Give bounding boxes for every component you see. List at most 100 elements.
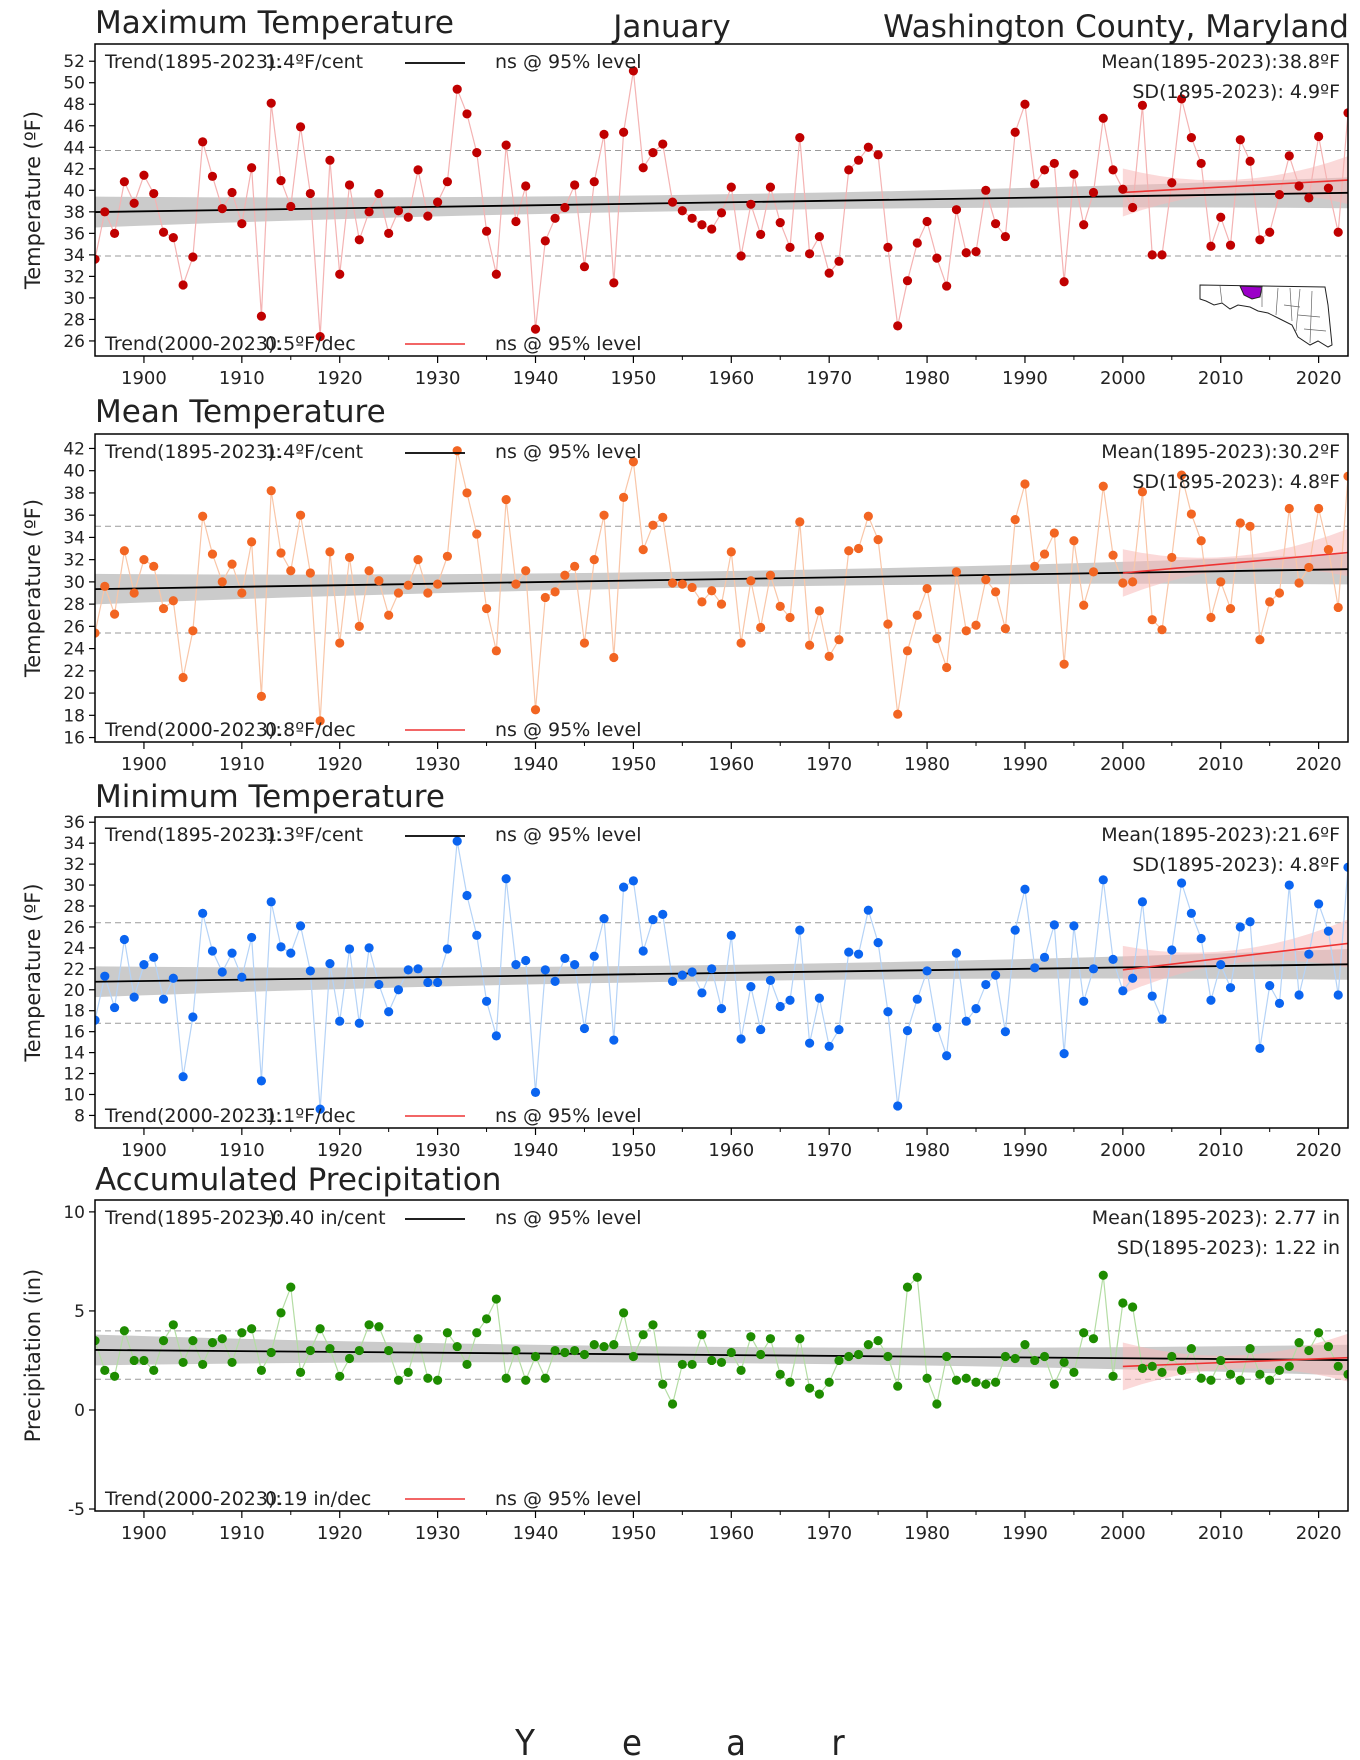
trend-recent-value: 0.19 in/dec xyxy=(265,1488,371,1510)
data-point xyxy=(932,633,942,644)
x-tick-label: 1950 xyxy=(610,368,656,389)
data-point xyxy=(1020,1340,1030,1350)
data-point xyxy=(168,596,178,606)
data-point xyxy=(824,268,834,278)
data-point xyxy=(295,921,306,931)
data-point xyxy=(932,1022,942,1033)
data-point xyxy=(1030,561,1040,571)
data-point xyxy=(932,253,942,263)
data-point xyxy=(844,1351,854,1362)
data-point xyxy=(863,142,873,152)
data-point xyxy=(1108,165,1118,175)
data-point xyxy=(824,1041,834,1051)
data-point xyxy=(609,1340,619,1350)
data-point xyxy=(579,1023,590,1034)
data-point xyxy=(765,182,776,192)
y-tick-label: 26 xyxy=(63,332,85,352)
data-point xyxy=(756,1349,766,1360)
trend-recent-line xyxy=(1122,551,1348,574)
trend-recent-label: Trend(2000-2023): xyxy=(104,719,282,741)
data-point xyxy=(1216,1355,1226,1366)
x-tick-label: 1930 xyxy=(415,1140,461,1161)
x-tick-label: 1900 xyxy=(121,368,167,389)
data-point xyxy=(1147,1361,1157,1371)
data-point xyxy=(413,964,423,974)
data-point xyxy=(1245,156,1255,166)
data-point xyxy=(95,254,100,264)
y-tick-label: 20 xyxy=(63,684,85,704)
data-point xyxy=(521,1375,531,1385)
data-point xyxy=(481,996,492,1006)
x-tick-label: 1930 xyxy=(415,754,461,775)
data-point xyxy=(1010,127,1020,137)
data-point xyxy=(579,638,590,648)
trend-recent-value: 1.1ºF/dec xyxy=(265,1105,356,1127)
data-point xyxy=(1255,1043,1265,1054)
data-point xyxy=(1059,277,1069,287)
data-point xyxy=(1137,897,1148,907)
sd-label: SD(1895-2023): 4.8ºF xyxy=(1132,471,1340,493)
mean-label: Mean(1895-2023):21.6ºF xyxy=(1101,824,1340,846)
data-point xyxy=(1128,973,1138,983)
data-point xyxy=(95,628,100,638)
x-tick-label: 1970 xyxy=(806,1523,852,1544)
data-point xyxy=(462,109,472,119)
data-point xyxy=(491,269,501,279)
x-tick-label: 1970 xyxy=(806,368,852,389)
y-tick-label: 24 xyxy=(63,640,85,660)
data-point xyxy=(129,992,139,1002)
data-point xyxy=(95,1015,100,1025)
data-point xyxy=(1010,925,1020,935)
data-point xyxy=(315,332,325,342)
data-point xyxy=(374,1322,384,1332)
x-axis-letter-1: e xyxy=(622,1723,642,1760)
data-point xyxy=(1314,899,1324,909)
data-point xyxy=(158,994,169,1004)
data-point xyxy=(1196,158,1206,169)
data-point xyxy=(119,546,129,556)
data-point xyxy=(1020,884,1030,894)
data-point xyxy=(628,876,638,886)
data-point xyxy=(658,139,668,149)
data-point xyxy=(1284,151,1294,161)
x-axis-letter-0: Y xyxy=(514,1723,535,1760)
data-point xyxy=(775,217,785,228)
data-point xyxy=(951,205,962,215)
trend-recent-line xyxy=(1122,1356,1348,1368)
y-tick-label: -5 xyxy=(68,1500,85,1520)
data-point xyxy=(256,1365,267,1375)
y-axis-label: Temperature (ºF) xyxy=(21,883,45,1062)
data-point xyxy=(1118,578,1128,588)
data-point xyxy=(1049,1379,1059,1389)
data-point xyxy=(667,976,678,987)
data-point xyxy=(853,543,864,554)
x-tick-label: 1900 xyxy=(121,1523,167,1544)
data-point xyxy=(1235,135,1245,145)
trend-recent-value: 0.8ºF/dec xyxy=(265,719,356,741)
data-point xyxy=(1167,1351,1177,1362)
data-point xyxy=(883,242,893,252)
data-point xyxy=(746,982,756,992)
data-point xyxy=(325,958,335,969)
data-point xyxy=(697,220,707,230)
data-point xyxy=(609,278,619,288)
data-point xyxy=(902,646,913,656)
y-tick-label: 52 xyxy=(63,52,85,72)
data-point xyxy=(1059,659,1069,669)
y-tick-label: 0 xyxy=(74,1401,85,1421)
data-point xyxy=(1059,1049,1069,1059)
data-point xyxy=(540,592,550,603)
data-point xyxy=(1235,518,1245,528)
data-point xyxy=(335,1016,345,1026)
data-point xyxy=(100,971,110,981)
data-point xyxy=(354,1018,364,1028)
data-point xyxy=(364,943,374,953)
data-point xyxy=(1225,983,1236,993)
x-tick-label: 1910 xyxy=(219,368,265,389)
data-point xyxy=(188,252,198,262)
data-point xyxy=(286,201,296,212)
y-axis-label: Precipitation (in) xyxy=(21,1269,45,1442)
data-point xyxy=(648,915,658,925)
mean-label: Mean(1895-2023): 2.77 in xyxy=(1092,1207,1340,1229)
plot-area xyxy=(95,836,1348,1114)
